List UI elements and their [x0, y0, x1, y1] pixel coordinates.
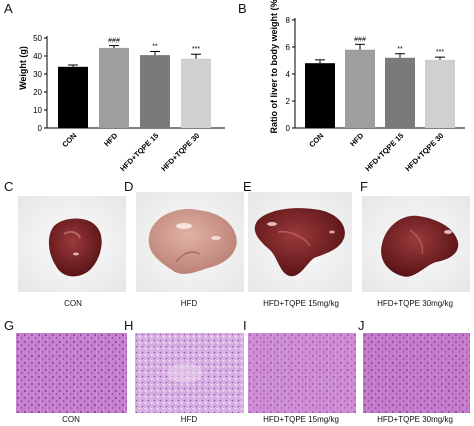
chart-b-bar-3	[425, 59, 455, 129]
chart-b-bar-0	[305, 63, 335, 129]
histo-caption-con: CON	[62, 415, 80, 424]
chart-a-ytick-label: 10	[33, 106, 42, 115]
chart-b-ytick-label: 0	[286, 124, 291, 133]
chart-a-category-label-1: HFD	[102, 131, 120, 149]
chart-b-annotation-3: ***	[436, 49, 444, 56]
chart-a-bar-0	[58, 66, 88, 128]
photo-caption-tqpe15: HFD+TQPE 15mg/kg	[263, 299, 339, 308]
chart-b-annotation-1: ###	[354, 36, 366, 43]
chart-b-ytick-label: 2	[286, 97, 291, 106]
liver-photo-tqpe30	[362, 196, 470, 292]
liver-photo-tqpe15	[248, 192, 352, 292]
panel-letter-b: B	[238, 1, 247, 16]
histo-caption-hfd: HFD	[180, 415, 198, 424]
panel-letter-i: I	[243, 318, 247, 333]
liver-photo-con	[18, 196, 126, 292]
chart-a-annotation-3: ***	[192, 46, 200, 53]
panel-letter-h: H	[124, 318, 134, 333]
chart-a-ytick-label: 40	[33, 52, 42, 61]
panel-letter-d: D	[124, 179, 134, 194]
photo-caption-con: CON	[64, 299, 82, 308]
photo-caption-hfd: HFD	[180, 299, 198, 308]
histo-caption-tqpe30: HFD+TQPE 30mg/kg	[377, 415, 453, 424]
panel-letter-j: J	[358, 318, 365, 333]
chart-a-ytick-label: 20	[33, 88, 42, 97]
panel-letter-g: G	[4, 318, 15, 333]
chart-a-category-label-3: HFD+TQPE 30	[159, 131, 201, 173]
chart-b-bar-1	[345, 49, 375, 129]
histo-caption-tqpe15: HFD+TQPE 15mg/kg	[263, 415, 339, 424]
chart-a-ytick-label: 50	[33, 34, 42, 43]
chart-a-bar-2	[140, 55, 170, 128]
chart-b-ytick-label: 8	[286, 16, 291, 25]
chart-b-category-label-1: HFD	[348, 131, 366, 149]
panel-letter-e: E	[243, 179, 252, 194]
chart-a-annotation-1: ###	[108, 38, 120, 45]
panel-letter-f: F	[360, 179, 368, 194]
chart-a-ytick-label: 0	[38, 124, 43, 133]
photo-caption-tqpe30: HFD+TQPE 30mg/kg	[377, 299, 453, 308]
chart-b: Ratio of liver to body weight (%) 0 2 4 6 8 C…	[269, 0, 465, 173]
chart-b-ytick-label: 4	[286, 70, 291, 79]
chart-a-bar-3	[181, 58, 211, 129]
histology-hfd	[135, 333, 244, 413]
chart-b-ylabel: Ratio of liver to body weight (%)	[269, 0, 279, 134]
panel-letter-c: C	[4, 179, 14, 194]
chart-b-ytick-label: 6	[286, 43, 291, 52]
panel-letter-a: A	[4, 1, 13, 16]
chart-a: Weight (g) 0 10 20 30 40 50 CON ### HFD ** HFD+TQP…	[18, 34, 225, 173]
chart-a-category-label-2: HFD+TQPE 15	[118, 131, 160, 173]
chart-b-annotation-2: **	[397, 46, 403, 53]
chart-b-category-label-3: HFD+TQPE 30	[403, 131, 445, 173]
liver-photo-hfd	[136, 192, 244, 292]
chart-b-bar-2	[385, 57, 415, 128]
histology-tqpe30	[363, 333, 470, 413]
chart-a-annotation-2: **	[152, 44, 158, 51]
chart-b-category-label-0: CON	[307, 131, 325, 149]
histology-con	[16, 333, 127, 413]
chart-b-category-label-2: HFD+TQPE 15	[363, 131, 405, 173]
chart-a-ytick-label: 30	[33, 70, 42, 79]
chart-a-category-label-0: CON	[60, 131, 78, 149]
chart-a-ylabel: Weight (g)	[18, 46, 28, 90]
histology-tqpe15	[248, 333, 356, 413]
chart-a-bar-1	[99, 47, 129, 128]
